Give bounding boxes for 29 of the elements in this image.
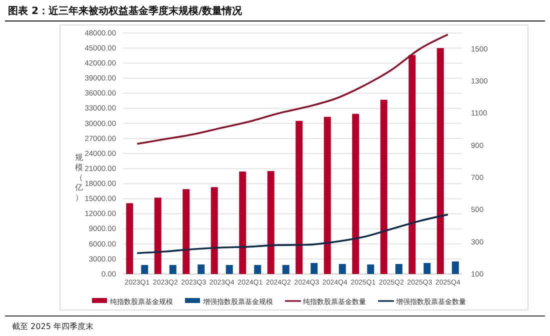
line-series xyxy=(136,214,449,254)
bar xyxy=(367,264,374,274)
bar xyxy=(267,171,274,274)
bar xyxy=(226,264,233,274)
bar xyxy=(296,120,303,274)
bar xyxy=(141,264,148,274)
bar xyxy=(424,262,431,274)
bar xyxy=(408,55,416,274)
bar xyxy=(352,114,360,274)
y-axis-title: 规模（亿） xyxy=(74,153,83,202)
bar xyxy=(436,48,444,274)
text: 截至 2025 年四季度末 xyxy=(12,322,94,331)
bar xyxy=(182,189,190,274)
bar xyxy=(282,264,290,274)
bar xyxy=(254,264,262,274)
bar xyxy=(210,187,218,274)
bar xyxy=(338,264,346,274)
bar xyxy=(126,203,134,274)
bar xyxy=(154,198,162,274)
bar xyxy=(452,261,459,274)
bar xyxy=(169,264,176,274)
bar xyxy=(324,116,331,274)
bar xyxy=(395,264,402,274)
line-series xyxy=(136,34,449,145)
bar xyxy=(310,262,318,274)
bar xyxy=(380,100,388,274)
chart-title: 图表 2：近三年来被动权益基金季度末规模/数量情况 xyxy=(8,5,244,17)
bar xyxy=(239,172,246,274)
bar xyxy=(198,264,205,274)
